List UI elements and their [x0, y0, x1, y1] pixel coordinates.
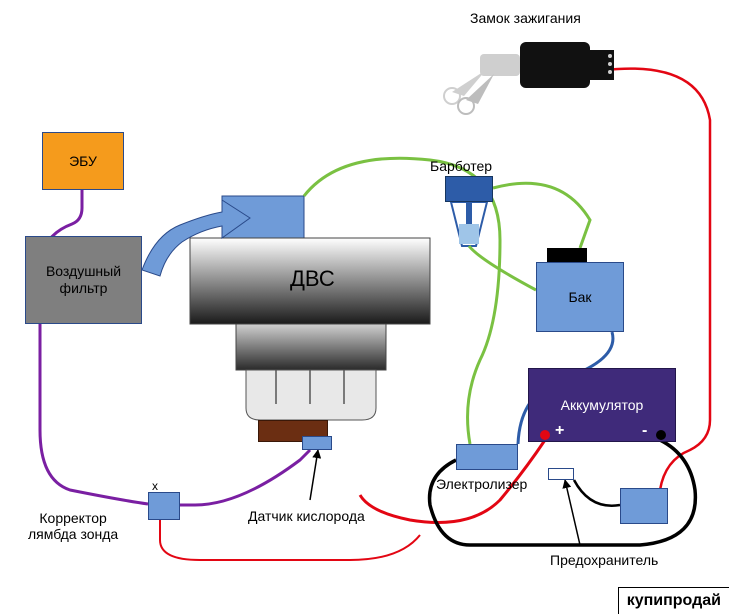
dvs-label: ДВС	[290, 266, 335, 292]
lambda-block	[148, 492, 180, 520]
bubbler-top-block	[445, 176, 493, 202]
tank-label: Бак	[568, 289, 591, 306]
intake-arrow-icon	[142, 200, 250, 276]
air-filter-block: Воздушный фильтр	[25, 236, 142, 324]
air-filter-label: Воздушный фильтр	[26, 263, 141, 297]
lambda-corrector-label: Корректор лямбда зонда	[28, 510, 118, 542]
fuse-label: Предохранитель	[550, 552, 658, 568]
svg-text:x: x	[152, 479, 158, 493]
electrolyzer-block	[456, 444, 518, 470]
tank-block: Бак	[536, 262, 624, 332]
battery-positive-terminal	[540, 430, 550, 440]
ecu-block: ЭБУ	[42, 132, 124, 190]
battery-negative-terminal	[656, 430, 666, 440]
relay-block	[620, 488, 668, 524]
electrolyzer-label: Электролизер	[436, 476, 527, 492]
ecu-label: ЭБУ	[69, 153, 97, 170]
bubbler-label: Барботер	[430, 158, 492, 174]
ignition-title-label: Замок зажигания	[470, 10, 581, 26]
tank-lid-block	[547, 248, 587, 262]
battery-minus-label: -	[642, 422, 647, 440]
battery-label: Аккумулятор	[561, 397, 644, 414]
o2-sensor-label: Датчик кислорода	[248, 508, 365, 524]
battery-block: Аккумулятор	[528, 368, 676, 442]
battery-plus-label: +	[555, 422, 564, 440]
o2-blue-block	[302, 436, 332, 450]
ignition-switch-icon	[444, 42, 614, 114]
watermark-label: купипродай	[618, 587, 729, 614]
fuse-block	[548, 468, 574, 480]
